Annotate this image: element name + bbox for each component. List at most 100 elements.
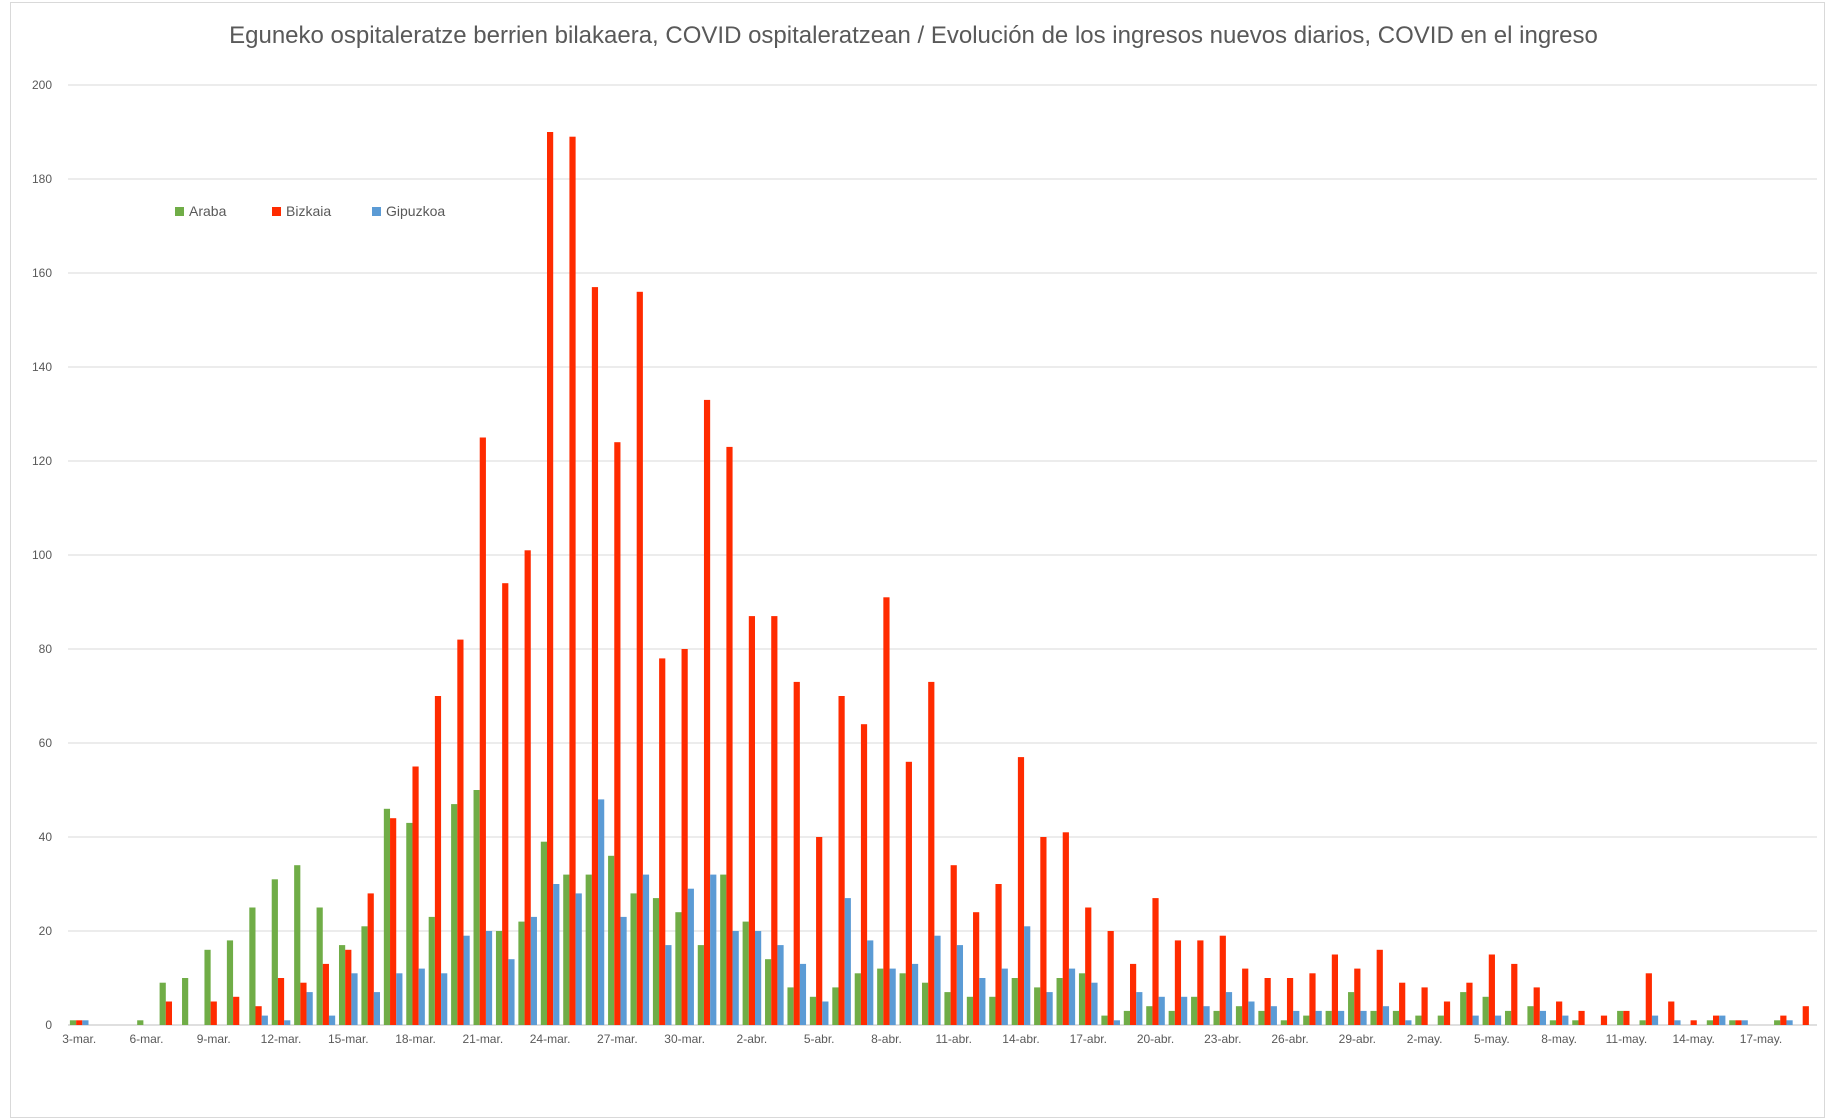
bar-gipuzkoa — [1068, 968, 1076, 1025]
x-tick-label: 30-mar. — [664, 1032, 705, 1046]
bar-araba — [1168, 1010, 1175, 1025]
bar-bizkaia — [1107, 931, 1114, 1025]
bar-gipuzkoa — [598, 799, 605, 1025]
bar-araba — [361, 926, 368, 1025]
bar-araba — [966, 996, 974, 1025]
bar-araba — [316, 907, 323, 1025]
bar-araba — [1617, 1010, 1624, 1025]
bar-araba — [1706, 1020, 1713, 1025]
legend-item-bizkaia: Bizkaia — [272, 203, 331, 219]
bar-araba — [1101, 1015, 1108, 1025]
bar-araba — [697, 945, 704, 1025]
bar-bizkaia — [210, 1001, 217, 1025]
x-tick-label: 14-abr. — [1002, 1032, 1039, 1046]
x-tick-label: 11-may. — [1606, 1032, 1648, 1046]
bar-bizkaia — [860, 724, 868, 1025]
bar-gipuzkoa — [396, 973, 403, 1025]
bar-bizkaia — [367, 893, 374, 1025]
bar-araba — [204, 949, 211, 1025]
bar-bizkaia — [995, 884, 1002, 1025]
bar-araba — [1415, 1015, 1422, 1025]
x-tick-label: 11-abr. — [935, 1032, 971, 1046]
bar-gipuzkoa — [1158, 996, 1165, 1025]
bar-bizkaia — [569, 136, 576, 1025]
bar-gipuzkoa — [1741, 1020, 1748, 1025]
bar-bizkaia — [1040, 837, 1047, 1025]
bar-gipuzkoa — [1405, 1020, 1412, 1025]
bar-gipuzkoa — [1719, 1015, 1726, 1025]
bar-bizkaia — [950, 865, 957, 1025]
bar-araba — [608, 855, 615, 1025]
bar-araba — [899, 973, 906, 1025]
bar-bizkaia — [793, 681, 800, 1025]
bar-araba — [1213, 1010, 1220, 1025]
bar-bizkaia — [1309, 973, 1316, 1025]
bar-bizkaia — [726, 446, 733, 1025]
bar-bizkaia — [390, 818, 397, 1025]
bar-bizkaia — [1242, 968, 1249, 1025]
x-tick-label: 17-abr. — [1070, 1032, 1107, 1046]
bar-bizkaia — [973, 912, 980, 1025]
bar-gipuzkoa — [328, 1015, 336, 1025]
bar-araba — [675, 912, 682, 1025]
bar-bizkaia — [1017, 757, 1025, 1025]
bar-bizkaia — [1668, 1001, 1675, 1025]
bar-araba — [877, 968, 884, 1025]
bar-araba — [563, 874, 570, 1025]
bar-gipuzkoa — [508, 959, 515, 1025]
bar-gipuzkoa — [911, 963, 919, 1025]
bar-gipuzkoa — [1270, 1006, 1277, 1025]
bar-bizkaia — [1645, 973, 1652, 1025]
bar-araba — [1572, 1020, 1579, 1025]
bar-bizkaia — [681, 649, 688, 1025]
bar-araba — [832, 987, 839, 1025]
bar-bizkaia — [1331, 954, 1339, 1025]
bar-bizkaia — [591, 287, 599, 1026]
bar-bizkaia — [1354, 968, 1361, 1025]
series-gipuzkoa — [82, 799, 1793, 1025]
bar-araba — [518, 921, 525, 1025]
bar-gipuzkoa — [1024, 926, 1031, 1025]
bar-araba — [1325, 1010, 1332, 1025]
bar-araba — [1034, 987, 1041, 1025]
bar-bizkaia — [412, 766, 419, 1025]
bar-araba — [1549, 1020, 1557, 1025]
legend-label: Araba — [189, 203, 227, 219]
x-tick-label: 2-may. — [1407, 1032, 1443, 1046]
bar-gipuzkoa — [934, 935, 941, 1025]
bar-gipuzkoa — [844, 898, 851, 1025]
bar-gipuzkoa — [284, 1020, 291, 1025]
bar-araba — [1258, 1010, 1265, 1025]
bar-gipuzkoa — [530, 916, 537, 1025]
bar-bizkaia — [816, 837, 823, 1025]
x-tick-label: 27-mar. — [597, 1032, 638, 1046]
bar-gipuzkoa — [1338, 1010, 1345, 1025]
y-tick-label: 120 — [32, 454, 52, 468]
bar-bizkaia — [1556, 1001, 1563, 1025]
chart-frame — [10, 2, 1825, 1118]
bar-araba — [1437, 1015, 1444, 1025]
bar-gipuzkoa — [1674, 1020, 1681, 1025]
x-tick-label: 29-abr. — [1339, 1032, 1376, 1046]
x-tick-label: 6-mar. — [129, 1032, 163, 1046]
bar-araba — [249, 907, 256, 1025]
bar-araba — [720, 874, 727, 1025]
bar-bizkaia — [233, 996, 240, 1025]
bar-gipuzkoa — [1562, 1015, 1569, 1025]
bar-gipuzkoa — [1315, 1010, 1322, 1025]
bar-araba — [428, 916, 435, 1025]
bar-araba — [809, 996, 817, 1025]
bar-araba — [944, 992, 951, 1025]
x-tick-label: 2-abr. — [737, 1032, 768, 1046]
bar-araba — [451, 804, 458, 1025]
y-tick-label: 20 — [39, 924, 53, 938]
bar-bizkaia — [1286, 978, 1294, 1025]
bar-araba — [137, 1020, 144, 1025]
y-tick-label: 0 — [45, 1018, 52, 1032]
y-tick-label: 180 — [32, 172, 52, 186]
bar-araba — [495, 931, 503, 1025]
bar-araba — [1460, 992, 1467, 1025]
y-tick-label: 200 — [32, 78, 52, 92]
bar-gipuzkoa — [1113, 1020, 1120, 1025]
y-tick-label: 100 — [32, 548, 52, 562]
